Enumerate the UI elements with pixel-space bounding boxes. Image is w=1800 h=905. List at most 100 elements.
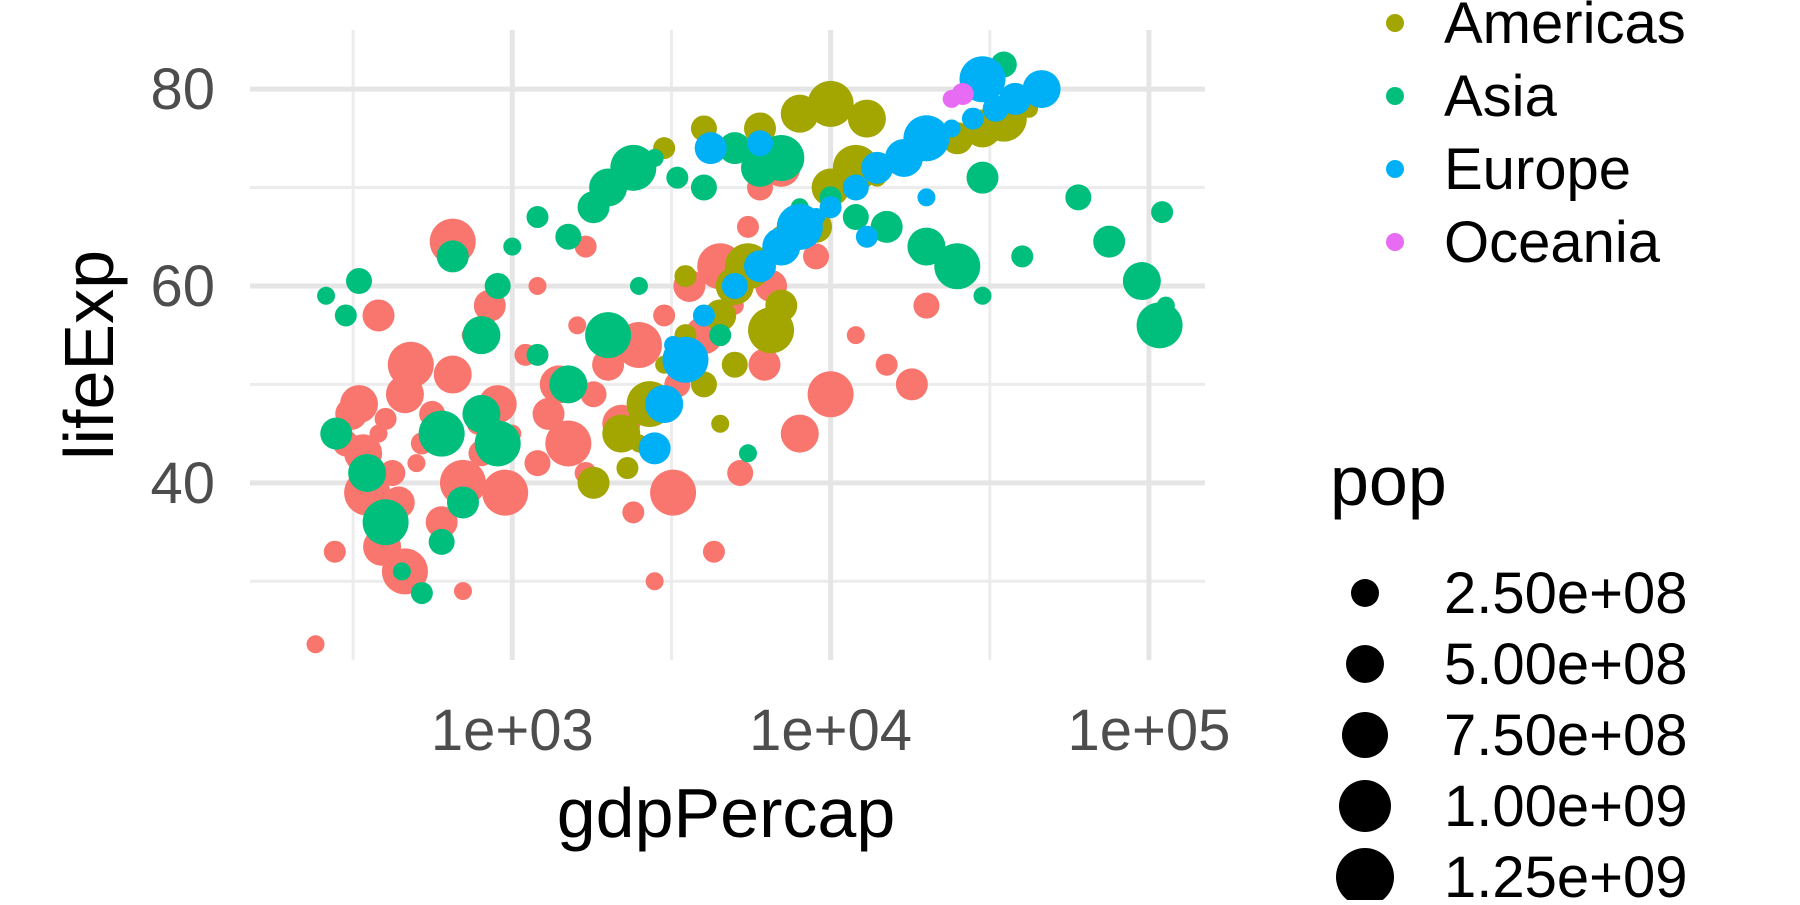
x-tick-label: 1e+03: [431, 698, 594, 763]
data-point: [503, 237, 522, 256]
data-point: [555, 223, 582, 250]
data-point: [746, 130, 773, 157]
legend-label: Americas: [1444, 0, 1686, 56]
data-point: [638, 432, 671, 465]
data-point: [545, 420, 592, 467]
data-point: [1122, 262, 1161, 301]
data-point: [340, 385, 379, 424]
data-point: [524, 450, 551, 477]
data-point: [727, 459, 754, 486]
size-legend-key: [1336, 848, 1394, 905]
data-point: [803, 243, 830, 270]
data-point: [907, 227, 946, 266]
legend-key: [1386, 160, 1404, 178]
data-point: [348, 453, 387, 492]
data-point: [616, 457, 639, 480]
data-point: [1065, 184, 1092, 211]
color-legend: Americas Asia Europe Oceania: [1386, 0, 1686, 275]
data-point: [1136, 302, 1183, 349]
data-point: [387, 341, 434, 388]
data-point: [645, 385, 684, 424]
data-point: [1151, 201, 1174, 224]
data-point: [410, 582, 433, 605]
data-point: [580, 381, 607, 408]
data-point: [474, 420, 521, 467]
data-point: [645, 148, 664, 167]
size-legend-title: pop: [1330, 442, 1447, 520]
data-point: [690, 174, 717, 201]
data-point: [407, 454, 426, 473]
data-point: [392, 562, 411, 581]
data-point: [709, 324, 732, 347]
data-point: [346, 268, 373, 295]
data-point: [577, 466, 610, 499]
data-point: [721, 351, 748, 378]
size-legend-label: 5.00e+08: [1444, 632, 1688, 697]
data-point: [482, 469, 529, 516]
data-point: [484, 272, 511, 299]
data-point: [736, 215, 759, 238]
data-point: [362, 299, 395, 332]
data-point: [807, 371, 854, 418]
data-point: [895, 368, 928, 401]
data-point: [462, 316, 501, 355]
data-point: [320, 417, 353, 450]
data-point: [323, 540, 346, 563]
data-point: [951, 82, 974, 105]
data-point: [704, 299, 737, 332]
size-legend-key: [1342, 712, 1388, 758]
data-point: [748, 348, 781, 381]
size-legend-label: 2.50e+08: [1444, 561, 1688, 626]
x-tick-label: 1e+04: [749, 698, 912, 763]
size-legend-key: [1339, 780, 1391, 832]
data-point: [1011, 245, 1034, 268]
data-point: [526, 206, 549, 229]
x-tick-label: 1e+05: [1067, 698, 1230, 763]
size-legend: 2.50e+085.00e+087.50e+081.00e+09 1.25e+09: [1336, 561, 1688, 905]
data-point: [666, 166, 689, 189]
data-point: [807, 80, 854, 127]
data-point: [694, 132, 727, 165]
data-point: [334, 304, 357, 327]
data-point: [842, 174, 869, 201]
data-point: [917, 188, 936, 207]
data-point: [418, 410, 465, 457]
data-point: [738, 444, 757, 463]
data-point: [1093, 225, 1126, 258]
data-point: [622, 501, 645, 524]
data-point: [807, 208, 826, 227]
data-point: [610, 144, 657, 191]
data-point: [780, 414, 819, 453]
data-point: [653, 304, 676, 327]
data-point: [568, 316, 587, 335]
data-point: [317, 286, 336, 305]
data-point: [629, 276, 648, 295]
data-point: [374, 407, 397, 430]
data-point: [425, 506, 458, 539]
data-point: [526, 343, 549, 366]
y-tick-label: 60: [150, 254, 215, 319]
size-legend-label: 1.25e+09: [1444, 845, 1688, 900]
legend-key: [1386, 87, 1404, 105]
data-point: [903, 115, 950, 162]
data-point: [645, 572, 664, 591]
legend-key: [1386, 14, 1404, 32]
data-point: [1022, 70, 1061, 109]
data-point: [528, 276, 547, 295]
data-point: [306, 635, 325, 654]
legend-label: Europe: [1444, 137, 1631, 202]
x-axis-title: gdpPercap: [557, 774, 896, 852]
data-point: [718, 132, 751, 165]
data-point: [711, 414, 730, 433]
data-point: [855, 225, 878, 248]
legend-key: [1386, 233, 1404, 251]
data-point: [819, 196, 842, 219]
legend-label: Asia: [1444, 64, 1558, 129]
data-point: [973, 286, 992, 305]
size-legend-key: [1346, 645, 1384, 683]
size-legend-label: 7.50e+08: [1444, 703, 1688, 768]
data-point: [934, 243, 981, 290]
data-point: [692, 304, 715, 327]
